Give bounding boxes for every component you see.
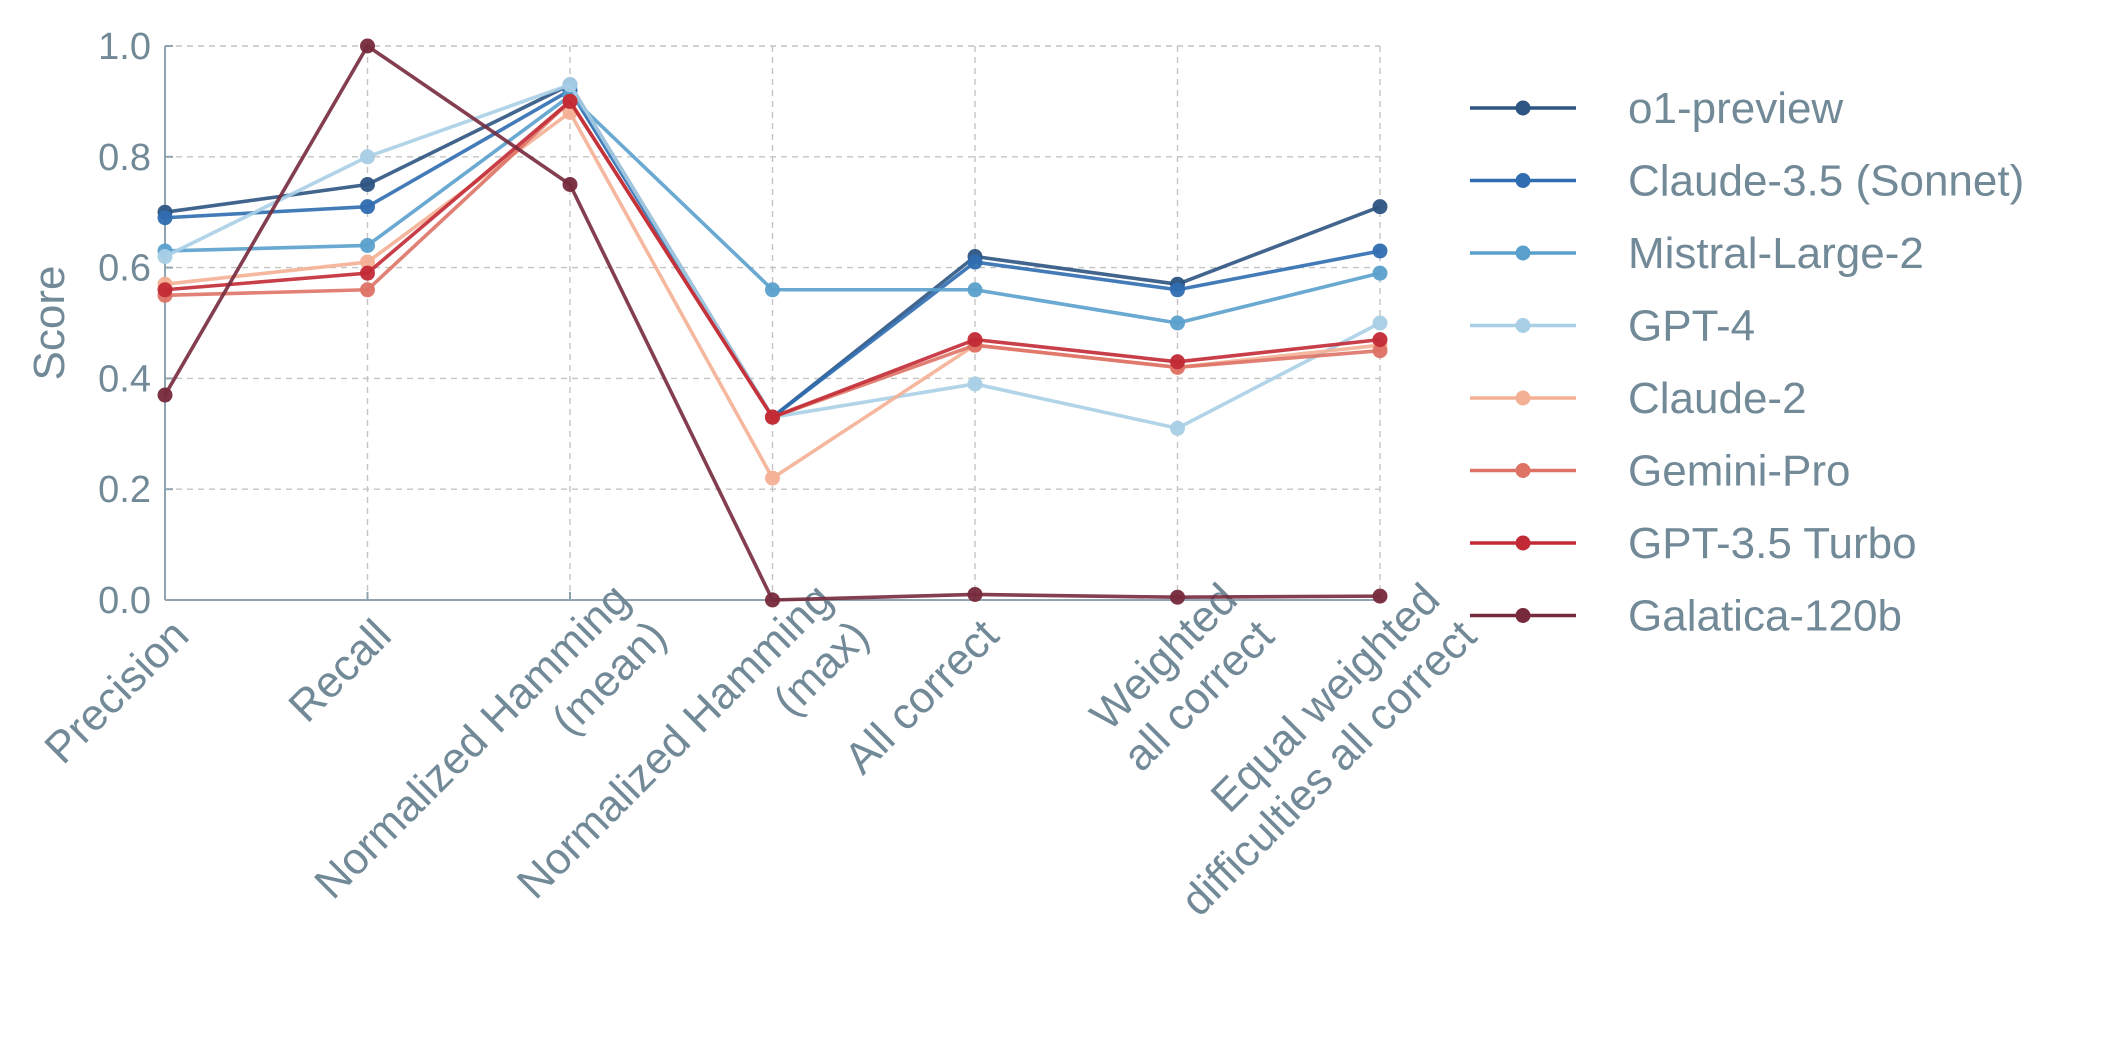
data-point: [1372, 588, 1388, 604]
data-point: [360, 177, 375, 192]
data-point: [765, 409, 780, 425]
y-tick-label: 0.8: [98, 137, 151, 179]
x-tick-label: Precision: [35, 610, 198, 773]
data-point: [967, 332, 983, 348]
legend-label: Gemini-Pro: [1628, 447, 1851, 496]
legend-label: Galatica-120b: [1628, 592, 1902, 641]
legend-swatch-marker: [1515, 318, 1531, 333]
data-point: [360, 265, 375, 281]
data-point: [1372, 265, 1388, 281]
data-point: [1372, 332, 1388, 348]
data-point: [1170, 354, 1185, 370]
data-point: [360, 149, 375, 165]
data-point: [967, 282, 983, 298]
x-tick-label-line: Precision: [35, 610, 198, 773]
legend-swatch-marker: [1515, 535, 1531, 551]
legend-label: GPT-3.5 Turbo: [1628, 519, 1917, 568]
legend-swatch-marker: [1515, 463, 1531, 478]
data-point: [157, 282, 173, 298]
series-mistral-large-2: [157, 88, 1388, 331]
data-point: [1170, 315, 1185, 331]
data-point: [562, 177, 578, 192]
legend: o1-preview Claude-3.5 (Sonnet) Mistral-Lar…: [1470, 84, 2024, 641]
legend-swatch-marker: [1515, 390, 1531, 406]
y-tick-label: 0.2: [98, 469, 151, 511]
data-point: [1372, 199, 1388, 215]
legend-label: Claude-3.5 (Sonnet): [1628, 157, 2024, 206]
data-point: [967, 586, 983, 602]
data-point: [360, 282, 375, 298]
data-point: [1372, 343, 1388, 359]
data-point: [765, 282, 780, 298]
data-point: [1372, 315, 1388, 331]
y-tick-label: 1.0: [98, 26, 151, 68]
series-galatica-120b: [157, 38, 1388, 608]
x-tick-label: Recall: [279, 610, 400, 731]
data-point: [360, 38, 375, 54]
y-tick-label: 0.0: [98, 580, 151, 622]
data-point: [562, 77, 578, 93]
data-point: [157, 210, 173, 226]
series-gpt-3-5-turbo: [157, 93, 1388, 425]
y-tick-label: 0.4: [98, 358, 151, 400]
grid: [165, 45, 1381, 600]
legend-swatch-marker: [1515, 100, 1531, 116]
y-axis-label: Score: [25, 266, 74, 381]
data-point: [360, 254, 375, 270]
legend-label: Mistral-Large-2: [1628, 229, 1924, 278]
legend-swatch-marker: [1515, 173, 1531, 188]
data-point: [765, 470, 780, 486]
legend-swatch-marker: [1515, 245, 1531, 261]
data-point: [967, 254, 983, 270]
data-point: [1170, 420, 1185, 436]
legend-label: GPT-4: [1628, 302, 1755, 351]
data-point: [1170, 282, 1185, 298]
legend-label: Claude-2: [1628, 374, 1807, 423]
y-tick-label: 0.6: [98, 248, 151, 290]
data-point: [1372, 243, 1388, 259]
data-point: [157, 387, 173, 403]
x-tick-label-line: Recall: [279, 610, 400, 731]
legend-swatch-marker: [1515, 608, 1531, 623]
series-o1-preview: [157, 77, 1388, 425]
data-point: [360, 237, 375, 253]
data-point: [1170, 589, 1185, 605]
data-point: [562, 93, 578, 109]
data-point: [967, 376, 983, 392]
data-point: [765, 592, 780, 608]
data-point: [157, 249, 173, 265]
legend-label: o1-preview: [1628, 84, 1843, 133]
data-point: [360, 199, 375, 215]
